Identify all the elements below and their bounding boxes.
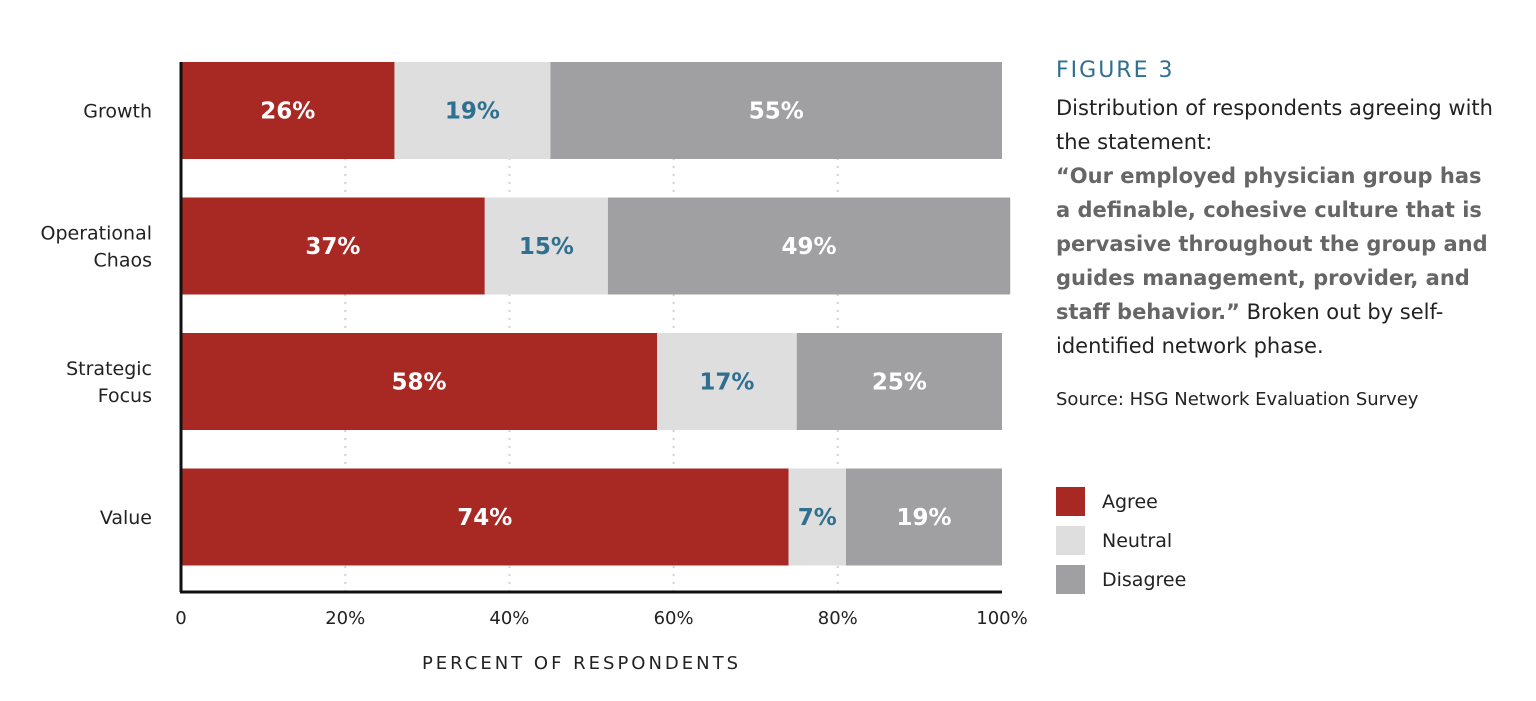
- data-label: 26%: [260, 99, 315, 125]
- x-tick-label: 80%: [818, 608, 858, 629]
- bar-neutral: [788, 468, 847, 566]
- x-tick-label: 40%: [489, 608, 529, 629]
- x-tick-label: 0: [175, 608, 186, 629]
- description-quote: “Our employed physician group has a defi…: [1056, 164, 1488, 324]
- data-label: 17%: [699, 370, 754, 396]
- description-intro: Distribution of respondents agreeing wit…: [1056, 96, 1493, 154]
- figure-label: FIGURE 3: [1056, 58, 1175, 83]
- bar-disagree: [607, 197, 1011, 295]
- figure-description: Distribution of respondents agreeing wit…: [1056, 91, 1496, 363]
- category-label: Strategic: [66, 358, 152, 380]
- category-label: Value: [100, 507, 152, 529]
- x-tick-label: 100%: [976, 608, 1027, 629]
- legend-swatch-agree: [1056, 487, 1085, 516]
- data-label: 37%: [305, 234, 360, 260]
- x-tick-label: 60%: [654, 608, 694, 629]
- x-tick-label: 20%: [325, 608, 365, 629]
- data-label: 74%: [457, 505, 512, 531]
- data-label: 25%: [872, 370, 927, 396]
- bar-neutral: [484, 197, 608, 295]
- bar-neutral: [657, 333, 797, 430]
- bar-agree: [181, 62, 395, 159]
- bar-neutral: [394, 62, 551, 159]
- data-label: 19%: [896, 505, 951, 531]
- description-outro: Broken out by self-identified network ph…: [1056, 300, 1444, 358]
- legend-swatch-disagree: [1056, 565, 1085, 594]
- data-label: 7%: [798, 505, 837, 531]
- legend-item-agree: Agree: [1056, 482, 1186, 521]
- source-note: Source: HSG Network Evaluation Survey: [1056, 389, 1419, 410]
- legend-item-neutral: Neutral: [1056, 521, 1186, 560]
- bar-disagree: [846, 468, 1002, 566]
- legend-label: Agree: [1102, 490, 1158, 513]
- category-label: Growth: [83, 101, 152, 123]
- data-label: 58%: [392, 370, 447, 396]
- legend-item-disagree: Disagree: [1056, 560, 1186, 599]
- category-label: Chaos: [94, 250, 152, 272]
- category-label: Operational: [41, 223, 152, 245]
- data-label: 49%: [782, 234, 837, 260]
- x-axis-title: PERCENT OF RESPONDENTS: [422, 653, 741, 674]
- bar-disagree: [550, 62, 1002, 159]
- data-label: 15%: [519, 234, 574, 260]
- category-label: Focus: [98, 385, 152, 407]
- bar-disagree: [796, 333, 1002, 430]
- data-label: 55%: [749, 99, 804, 125]
- bar-agree: [181, 333, 658, 430]
- data-label: 19%: [445, 99, 500, 125]
- stacked-bar-chart: 0 20% 40% 60% 80% 100% 26% 19% 55% Growth 37% 15% 49…: [41, 62, 1028, 674]
- bar-agree: [181, 197, 485, 295]
- legend-swatch-neutral: [1056, 526, 1085, 555]
- legend-label: Disagree: [1102, 568, 1187, 591]
- caption-panel: FIGURE 3 Distribution of respondents agr…: [1056, 58, 1496, 410]
- legend: Agree Neutral Disagree: [1056, 482, 1186, 599]
- legend-label: Neutral: [1102, 529, 1173, 552]
- bar-agree: [181, 468, 789, 566]
